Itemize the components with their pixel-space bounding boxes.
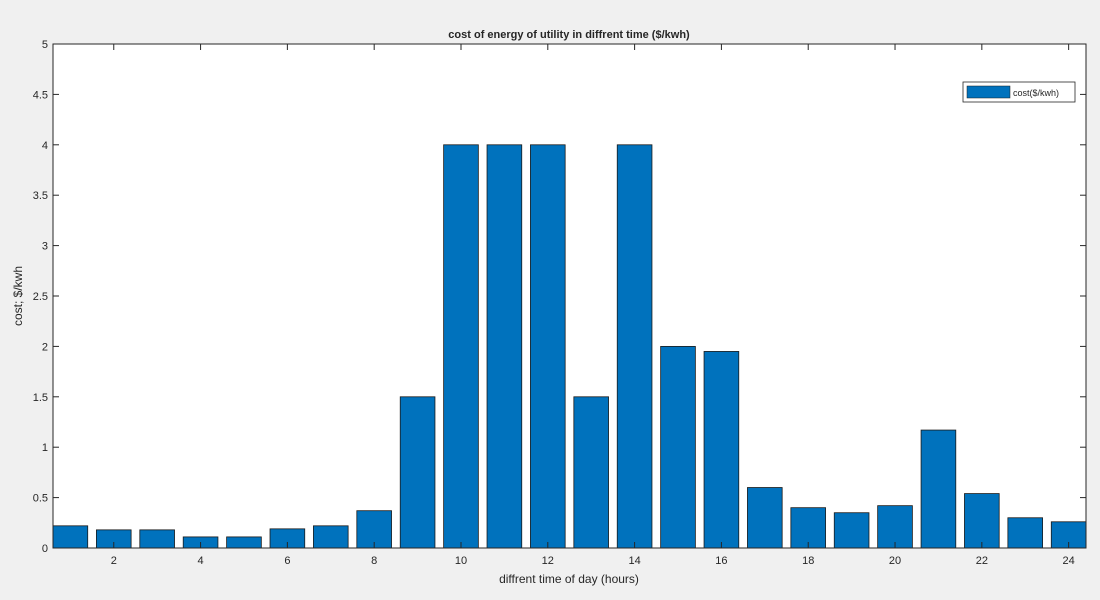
x-tick-label: 18 [802,555,814,567]
bar-hour-15 [660,345,696,549]
x-tick-label: 22 [976,555,988,567]
y-tick-label: 3 [42,241,48,253]
bar-hour-16 [703,351,740,549]
x-tick-label: 4 [198,555,204,567]
bar-hour-12 [530,144,566,549]
bar-hour-9 [399,396,436,549]
bar-hour-10 [443,144,479,549]
axes-box [52,43,1087,549]
bar-hour-7 [313,525,349,549]
bar-hour-8 [356,510,392,549]
y-tick-label: 3.5 [33,190,48,202]
legend: cost($/kwh) [962,81,1076,103]
bar-hour-11 [486,144,523,549]
chart-title: cost of energy of utility in diffrent ti… [448,29,690,41]
x-tick-label: 24 [1063,555,1075,567]
bar-hour-20 [877,505,913,549]
y-tick-label: 2.5 [33,291,48,303]
x-tick-label: 8 [371,555,377,567]
x-tick-label: 20 [889,555,901,567]
bar-hour-3 [139,529,175,549]
bar-hour-14 [616,144,653,549]
y-tick-label: 0 [42,543,48,555]
bar-hour-18 [790,507,826,549]
x-tick-label: 6 [284,555,290,567]
y-tick-label: 2 [42,341,48,353]
y-tick-label: 4 [42,140,48,152]
y-axis-label: cost; $/kwh [11,266,25,326]
y-tick-label: 0.5 [33,493,48,505]
bar-hour-5 [226,536,262,549]
x-tick-label: 10 [455,555,467,567]
x-tick-label: 12 [542,555,554,567]
bar-hour-19 [833,512,870,549]
legend-label-cost: cost($/kwh) [1013,88,1059,98]
bars-layer [52,144,1087,549]
bar-hour-23 [1007,517,1043,549]
bar-hour-13 [573,396,609,549]
x-tick-label: 14 [628,555,640,567]
legend-swatch [966,85,1011,99]
axes-background [53,44,1086,548]
y-tick-label: 5 [42,39,48,51]
y-tick-label: 4.5 [33,89,48,101]
bar-hour-17 [747,487,783,549]
bar-hour-21 [920,429,957,549]
x-tick-label: 2 [111,555,117,567]
bar-hour-22 [964,493,1000,549]
x-axis-label: diffrent time of day (hours) [499,572,639,586]
y-tick-label: 1 [42,442,48,454]
x-tick-label: 16 [715,555,727,567]
bar-hour-1 [52,525,89,549]
y-tick-label: 1.5 [33,392,48,404]
